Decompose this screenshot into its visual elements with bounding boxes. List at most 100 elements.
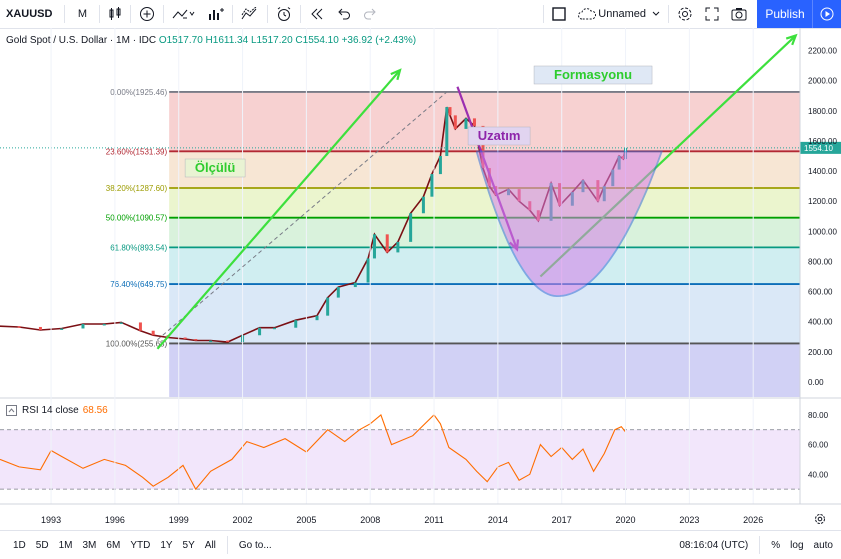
fib-band-extension <box>169 343 801 397</box>
price-tick-label: 1600.00 <box>808 137 837 146</box>
rsi-tick-label: 80.00 <box>808 411 829 420</box>
interval-button[interactable]: M <box>77 8 88 20</box>
price-candle <box>183 337 187 340</box>
price-candle <box>209 340 213 343</box>
candles-icon[interactable] <box>102 0 128 28</box>
camera-icon[interactable] <box>725 0 753 28</box>
toolbar-divider <box>130 5 132 23</box>
olculu-label-box <box>184 158 246 178</box>
toolbar-divider <box>668 5 669 23</box>
indicators-icon[interactable] <box>166 0 202 28</box>
time-tick-label: 2002 <box>233 515 253 525</box>
price-candle <box>226 340 230 343</box>
publish-button[interactable]: Publish <box>757 0 813 28</box>
range-button-1y[interactable]: 1Y <box>160 539 173 551</box>
alert-icon[interactable] <box>270 0 298 28</box>
bottom-toolbar: 1D 5D 1M 3M 6M YTD 1Y 5Y All Go to... 08:16:04 (… <box>0 530 841 559</box>
time-tick-label: 2011 <box>424 515 443 525</box>
price-tick-label: 1400.00 <box>808 167 837 176</box>
range-button-6m[interactable]: 6M <box>106 539 121 551</box>
price-candle <box>372 234 376 259</box>
goto-button[interactable]: Go to... <box>238 539 272 551</box>
price-candle <box>119 322 123 324</box>
compare-icon[interactable] <box>202 0 230 28</box>
price-candle <box>472 118 476 126</box>
olculu-label: Ölçülü <box>195 160 236 175</box>
rsi-pane <box>0 397 841 491</box>
price-candle <box>445 107 449 157</box>
price-candle <box>366 258 370 283</box>
price-tick-label: 400.00 <box>808 318 833 327</box>
range-button-1d[interactable]: 1D <box>13 539 26 551</box>
price-tick-label: 2000.00 <box>808 77 837 86</box>
price-candle <box>272 327 276 330</box>
fib-band <box>169 188 801 218</box>
clock: 08:16:04 (UTC) <box>679 539 749 551</box>
fib-level-label: 61.80%(893.54) <box>110 243 167 252</box>
toolbar-divider <box>759 536 761 554</box>
rsi-line <box>0 413 626 491</box>
add-indicator-icon[interactable] <box>133 0 161 28</box>
axis-settings-icon <box>815 514 825 524</box>
range-button-ytd[interactable]: YTD <box>130 539 151 551</box>
replay-icon[interactable] <box>303 0 331 28</box>
toolbar-divider <box>300 5 302 23</box>
price-candle <box>315 315 319 321</box>
price-candle <box>151 330 155 336</box>
price-candle <box>385 234 389 253</box>
price-candle <box>453 115 457 129</box>
fullscreen-icon[interactable] <box>699 0 725 28</box>
layout-name[interactable]: Unnamed <box>598 8 646 20</box>
rsi-legend-label: RSI 14 close <box>22 405 79 416</box>
time-tick-label: 2008 <box>360 515 380 525</box>
time-tick-label: 2014 <box>488 515 508 525</box>
toolbar-divider <box>543 5 545 23</box>
fib-level-label: 50.00%(1090.57) <box>106 214 168 223</box>
price-tick-label: 2200.00 <box>808 47 837 56</box>
layout-chevron-icon[interactable] <box>652 0 666 28</box>
undo-icon[interactable] <box>331 0 357 28</box>
green-arrow-left-head <box>390 68 402 81</box>
range-button-5y[interactable]: 5Y <box>182 539 195 551</box>
price-tick-label: 1000.00 <box>808 227 837 236</box>
settings-icon[interactable] <box>671 0 699 28</box>
fib-bands <box>169 91 801 397</box>
range-button-5d[interactable]: 5D <box>35 539 49 551</box>
layout-icon[interactable] <box>546 0 572 28</box>
redo-icon[interactable] <box>357 0 383 28</box>
toolbar-divider <box>163 5 165 23</box>
range-button-all[interactable]: All <box>204 539 216 551</box>
price-tick-label: 0.00 <box>808 378 824 387</box>
cloud-icon[interactable] <box>572 0 598 28</box>
toolbar-divider <box>99 5 101 23</box>
publish-arrow-icon[interactable] <box>812 0 841 28</box>
toolbar-divider <box>267 5 269 23</box>
time-tick-label: 2017 <box>552 515 572 525</box>
price-candle <box>430 174 434 197</box>
price-candle <box>194 339 198 341</box>
range-button-3m[interactable]: 3M <box>82 539 97 551</box>
symbol-search-button[interactable]: XAUUSD <box>6 8 53 20</box>
green-arrow-right-head <box>785 33 798 46</box>
fib-labels: 0.00%(1925.46) 23.60%(1531.39) 38.20%(1287… <box>106 88 168 348</box>
price-tick-label: 1200.00 <box>808 197 837 206</box>
price-candle <box>481 125 485 169</box>
fib-band <box>169 247 801 285</box>
green-arrow-left <box>156 69 401 350</box>
price-chart[interactable]: 0.00%(1925.46) 23.60%(1531.39) 38.20%(1287… <box>0 28 841 530</box>
log-toggle[interactable]: log <box>790 539 804 551</box>
rsi-legend: RSI 14 close 68.56 <box>6 405 108 416</box>
price-candle <box>421 196 425 214</box>
auto-toggle[interactable]: auto <box>813 539 833 551</box>
templates-icon[interactable] <box>235 0 265 28</box>
percent-toggle[interactable]: % <box>771 539 781 551</box>
drawings: Formasyonu Uzatım Ölçülü <box>156 33 798 350</box>
formasyon-label: Formasyonu <box>554 67 632 82</box>
range-button-1m[interactable]: 1M <box>58 539 73 551</box>
dashed-trend-line <box>157 91 448 341</box>
price-candle <box>17 326 21 328</box>
time-tick-label: 2026 <box>743 515 763 525</box>
price-candle <box>336 287 340 298</box>
fib-level-label: 76.40%(649.75) <box>110 280 167 289</box>
rsi-collapse-icon[interactable] <box>6 405 17 416</box>
